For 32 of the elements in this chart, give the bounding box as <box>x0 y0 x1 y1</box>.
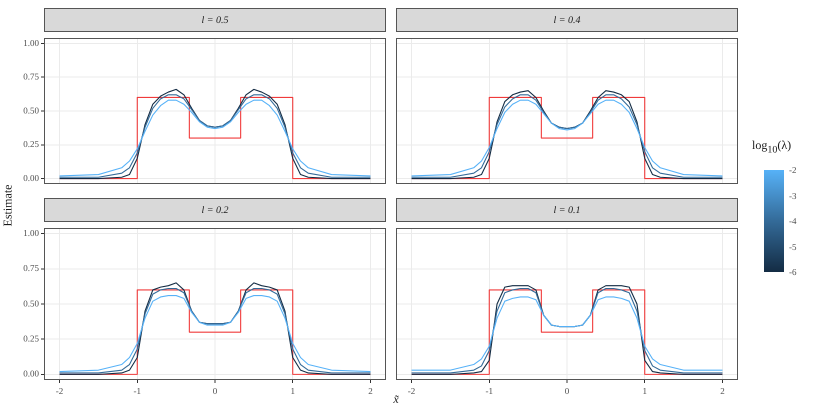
x-axis-title: x̃ <box>393 392 399 406</box>
color-bar-label: -5 <box>789 240 796 252</box>
x-tick-label: 1 <box>290 386 295 396</box>
x-tick-label: -2 <box>56 386 64 396</box>
color-bar-label: -6 <box>789 266 796 278</box>
x-tick-label: 0 <box>212 386 218 396</box>
y-axis-title: Estimate <box>0 184 16 228</box>
x-tick-label: -1 <box>486 386 494 396</box>
y-tick-label: 0.75 <box>23 263 40 274</box>
color-bar-label: -3 <box>789 190 796 202</box>
color-bar-label: -4 <box>789 215 796 227</box>
color-bar-label: -2 <box>789 164 796 176</box>
y-tick-label: 0.50 <box>23 298 40 308</box>
y-tick-label: 0.50 <box>23 105 40 116</box>
x-tick-label: -1 <box>134 386 142 396</box>
color-bar-title: log$_{10}$(λ) <box>752 138 792 156</box>
x-tick-label: 2 <box>720 386 725 396</box>
x-tick-label: 2 <box>368 386 373 396</box>
chart-title: l = 0.2 <box>44 198 386 222</box>
y-tick-label: 0.00 <box>23 172 40 183</box>
y-tick-label: 0.25 <box>23 334 40 344</box>
y-tick-label: 1.00 <box>23 228 40 238</box>
x-tick-label: -2 <box>408 386 416 396</box>
y-tick-label: 1.00 <box>23 38 40 48</box>
chart-title: l = 0.1 <box>396 198 738 222</box>
y-tick-label: 0.00 <box>23 368 40 379</box>
x-tick-label: 1 <box>642 386 647 396</box>
chart-title: l = 0.4 <box>396 8 738 32</box>
x-tick-label: 0 <box>564 386 570 396</box>
chart-title: l = 0.5 <box>44 8 386 32</box>
y-tick-label: 0.75 <box>23 72 40 82</box>
y-tick-label: 0.25 <box>23 139 40 150</box>
